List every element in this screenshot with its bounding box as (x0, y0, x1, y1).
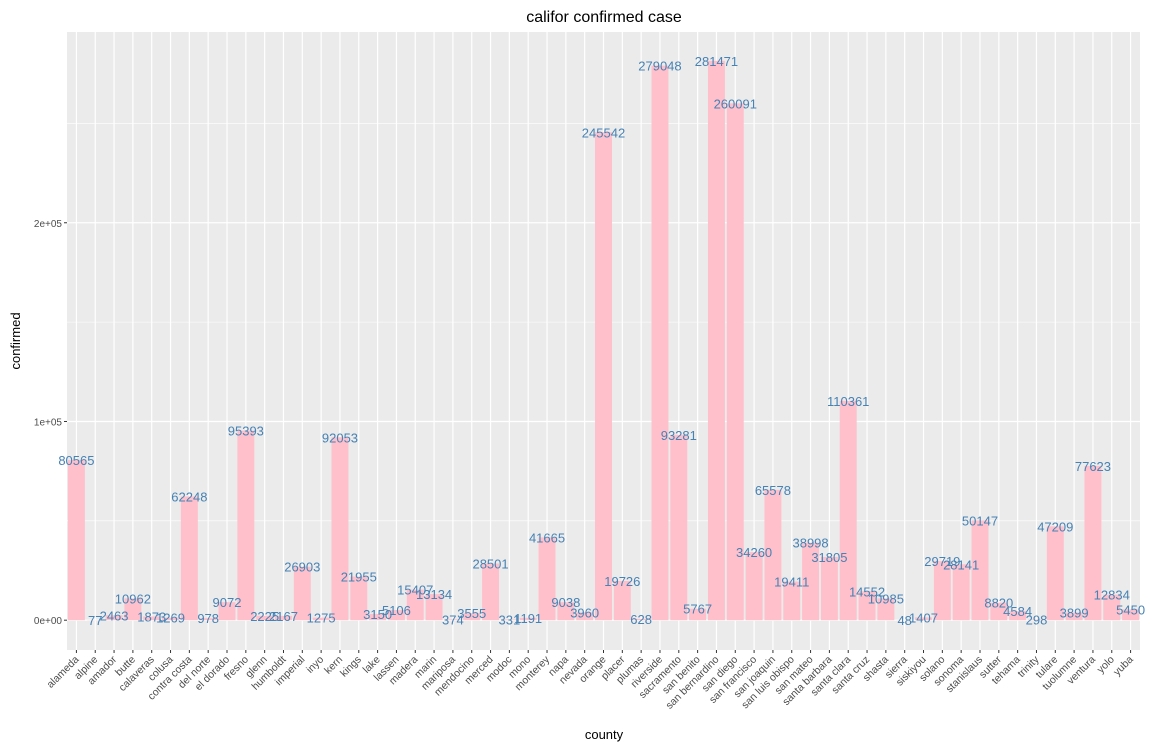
bar (670, 435, 687, 620)
data-label: 978 (197, 611, 219, 626)
data-label: 65578 (755, 483, 791, 498)
data-label: 3960 (570, 605, 599, 620)
y-tick-label: 2e+05 (34, 219, 63, 230)
data-label: 2463 (100, 608, 129, 623)
data-label: 62248 (171, 489, 207, 504)
bar (237, 431, 254, 621)
bar (727, 103, 744, 620)
data-label: 9072 (213, 595, 242, 610)
data-label: 110361 (827, 394, 869, 409)
data-label: 628 (630, 612, 652, 627)
bar (181, 496, 198, 620)
data-label: 12834 (1094, 588, 1130, 603)
data-label: 10985 (868, 591, 904, 606)
data-label: 3899 (1060, 605, 1089, 620)
data-label: 1407 (909, 610, 938, 625)
data-label: 77623 (1075, 459, 1111, 474)
data-label: 2167 (269, 609, 298, 624)
x-axis-title: county (585, 727, 624, 742)
x-axis: alamedaalpineamadorbuttecalaverascolusac… (45, 650, 1136, 712)
bar (708, 61, 725, 620)
data-label: 38998 (792, 536, 828, 551)
chart-title: califor confirmed case (526, 9, 682, 26)
data-label: 34260 (736, 545, 772, 560)
x-tick-label: inyo (304, 654, 326, 676)
data-label: 19411 (774, 575, 809, 590)
data-label: 13134 (416, 587, 452, 602)
data-label: 92053 (322, 430, 358, 445)
data-label: 10962 (115, 591, 151, 606)
data-label: 26903 (284, 560, 320, 575)
bar (652, 66, 669, 621)
data-label: 1191 (514, 611, 542, 626)
bar (821, 557, 838, 620)
y-tick-label: 0e+00 (34, 616, 63, 627)
data-label: 28141 (943, 557, 979, 572)
data-label: 1269 (156, 611, 185, 626)
data-label: 28501 (472, 557, 508, 572)
bar (68, 460, 85, 620)
y-tick-label: 1e+05 (34, 417, 63, 428)
x-tick-label: yuba (1111, 654, 1136, 679)
data-label: 1275 (307, 611, 336, 626)
data-label: 95393 (228, 424, 264, 439)
data-label: 260091 (714, 96, 757, 111)
y-axis: 0e+00 1e+05 2e+05 (34, 219, 67, 627)
y-axis-title: confirmed (8, 312, 23, 369)
bar (746, 552, 763, 620)
data-label: 5106 (382, 603, 411, 618)
bar (331, 437, 348, 620)
data-label: 19726 (604, 574, 640, 589)
data-label: 41665 (529, 530, 565, 545)
bar (953, 564, 970, 620)
data-label: 47209 (1037, 519, 1073, 534)
data-label: 5767 (683, 602, 712, 617)
data-label: 5450 (1116, 602, 1145, 617)
data-label: 31805 (811, 550, 847, 565)
data-label: 298 (1026, 613, 1048, 628)
data-label: 245542 (582, 125, 625, 140)
data-label: 3555 (457, 606, 486, 621)
bar (595, 132, 612, 620)
data-label: 93281 (661, 428, 697, 443)
data-label: 50147 (962, 514, 998, 529)
data-label: 281471 (695, 54, 738, 69)
data-label: 80565 (58, 453, 94, 468)
data-label: 279048 (638, 59, 681, 74)
data-label: 21955 (341, 570, 377, 585)
